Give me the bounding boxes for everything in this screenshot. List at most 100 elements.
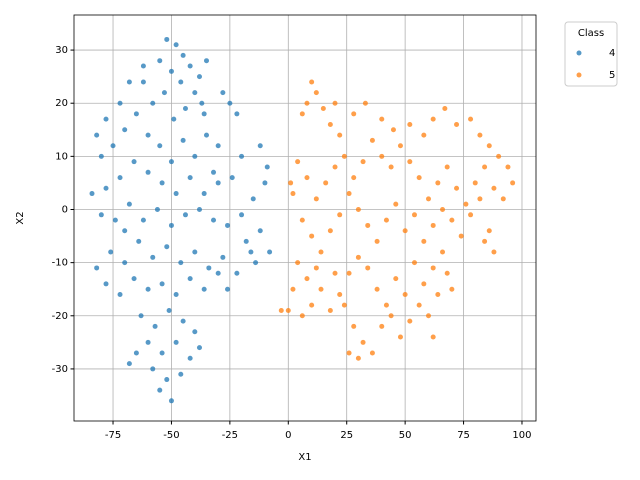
point <box>178 260 184 266</box>
point <box>318 286 324 292</box>
point <box>199 100 205 106</box>
point <box>98 153 104 159</box>
point <box>430 116 436 122</box>
x-tick-label: 50 <box>399 430 412 441</box>
point <box>161 90 167 96</box>
point <box>407 159 413 165</box>
point <box>426 196 432 202</box>
x-tick-label: -75 <box>105 430 121 441</box>
point <box>103 116 109 122</box>
point <box>337 212 343 218</box>
point <box>201 191 207 197</box>
point <box>182 106 188 112</box>
point <box>500 196 506 202</box>
point <box>171 116 177 122</box>
point <box>187 355 193 361</box>
point <box>365 222 371 228</box>
point <box>388 313 394 319</box>
point <box>379 116 385 122</box>
point <box>126 201 132 207</box>
point <box>486 143 492 149</box>
point <box>496 153 502 159</box>
point <box>482 238 488 244</box>
point <box>337 292 343 298</box>
point <box>416 175 422 181</box>
point <box>365 265 371 271</box>
point <box>304 100 310 106</box>
point <box>323 180 329 186</box>
point <box>486 228 492 234</box>
point <box>103 281 109 287</box>
point <box>243 238 249 244</box>
point <box>360 159 366 165</box>
point <box>416 302 422 308</box>
point <box>309 79 315 85</box>
point <box>288 180 294 186</box>
y-tick-label: -30 <box>52 364 68 375</box>
point <box>327 121 333 127</box>
point <box>351 323 357 329</box>
point <box>421 132 427 138</box>
point <box>250 196 256 202</box>
point <box>131 276 137 282</box>
point <box>117 175 123 181</box>
point <box>407 318 413 324</box>
point <box>313 265 319 271</box>
point <box>351 111 357 117</box>
point <box>152 323 158 329</box>
y-tick-label: -20 <box>52 311 68 322</box>
point <box>360 339 366 345</box>
point <box>346 191 352 197</box>
point <box>180 137 186 143</box>
point <box>299 111 305 117</box>
point <box>313 196 319 202</box>
point <box>253 260 259 266</box>
point <box>187 175 193 181</box>
point <box>225 222 231 228</box>
point <box>206 265 212 271</box>
point <box>327 307 333 313</box>
point <box>150 366 156 372</box>
point <box>173 191 179 197</box>
point <box>285 307 291 313</box>
legend-label: 4 <box>609 48 615 59</box>
point <box>444 270 450 276</box>
point <box>157 143 163 149</box>
point <box>140 217 146 223</box>
point <box>166 307 172 313</box>
point <box>295 260 301 266</box>
point <box>145 169 151 175</box>
point <box>173 292 179 298</box>
point <box>140 63 146 69</box>
point <box>440 206 446 212</box>
point <box>145 286 151 292</box>
point <box>411 212 417 218</box>
legend-box <box>564 21 618 87</box>
x-tick-label: -25 <box>222 430 238 441</box>
point <box>355 355 361 361</box>
point <box>168 398 174 404</box>
point <box>430 222 436 228</box>
point <box>332 164 338 170</box>
point <box>463 201 469 207</box>
point <box>369 137 375 143</box>
point <box>421 281 427 287</box>
point <box>320 106 326 112</box>
point <box>355 206 361 212</box>
point <box>444 164 450 170</box>
x-tick-label: 100 <box>512 430 531 441</box>
point <box>117 292 123 298</box>
point <box>351 175 357 181</box>
x-axis-label: X1 <box>298 452 311 463</box>
point <box>337 132 343 138</box>
point <box>239 212 245 218</box>
point <box>318 249 324 255</box>
point <box>290 286 296 292</box>
point <box>491 185 497 191</box>
point <box>362 100 368 106</box>
point <box>491 249 497 255</box>
point <box>278 307 284 313</box>
point <box>332 100 338 106</box>
